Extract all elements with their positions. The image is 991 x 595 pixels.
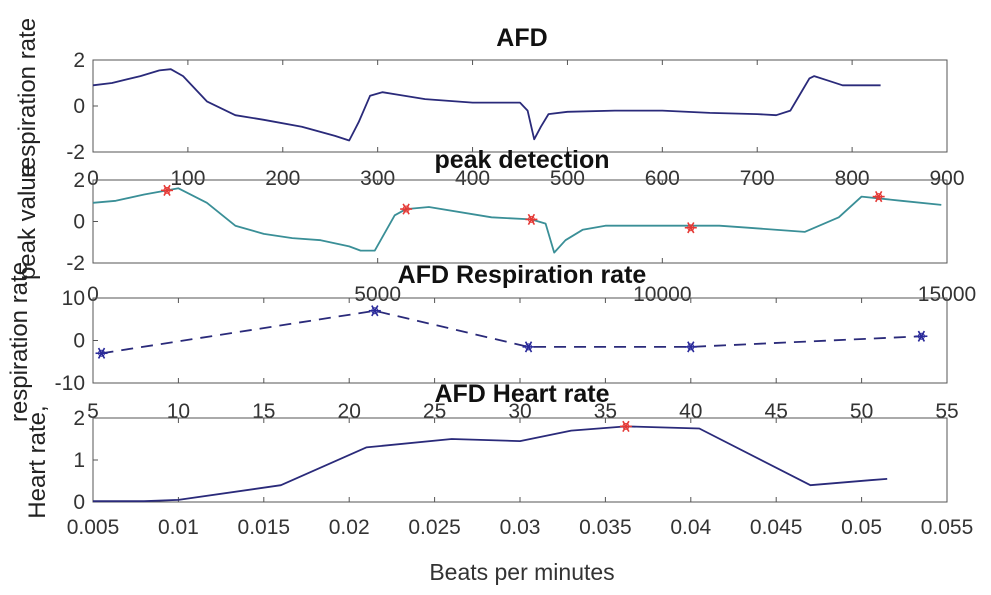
peak-detection-y-tick-label: 0 — [73, 211, 85, 234]
peak-detection-panel: peak detection peak value 0 5000 10000 1500… — [14, 146, 976, 306]
peak-detection-peak-marker — [872, 191, 885, 203]
afd-respiration-rate-x-tick-label: 40 — [679, 400, 702, 423]
afd-respiration-rate-data-point — [95, 347, 108, 359]
afd-heart-rate-y-tick-label: 1 — [73, 449, 85, 472]
afd-x-tick-label: 700 — [740, 167, 775, 190]
peak-detection-title: peak detection — [434, 146, 609, 174]
afd-heart-rate-y-axis-label: Heart rate, — [24, 405, 51, 518]
afd-heart-rate-x-tick-label: 0.045 — [750, 516, 803, 539]
afd-heart-rate-x-tick-label: 0.005 — [67, 516, 120, 539]
afd-x-tick-label: 900 — [929, 167, 964, 190]
afd-panel: AFD respiration rate 0 100 200 300 400 500 600… — [14, 18, 965, 190]
afd-respiration-rate-x-tick-label: 10 — [167, 400, 190, 423]
afd-respiration-rate-x-tick-label: 50 — [850, 400, 873, 423]
afd-y-tick-label: -2 — [66, 141, 85, 164]
afd-heart-rate-title: AFD Heart rate — [434, 380, 609, 408]
afd-respiration-rate-panel: AFD Respiration rate respiration rate 5 1… — [6, 261, 959, 423]
afd-respiration-rate-x-tick-label: 20 — [338, 400, 361, 423]
afd-x-tick-label: 500 — [550, 167, 585, 190]
afd-respiration-rate-x-tick-label: 15 — [252, 400, 275, 423]
afd-heart-rate-panel: AFD Heart rate Heart rate, Beats per min… — [24, 380, 973, 585]
afd-respiration-rate-y-tick-label: -10 — [55, 372, 85, 395]
afd-heart-rate-x-tick-label: 0.055 — [921, 516, 974, 539]
afd-heart-rate-peak-marker — [619, 420, 632, 432]
afd-respiration-rate-data-point — [522, 341, 535, 353]
afd-heart-rate-x-tick-label: 0.04 — [670, 516, 711, 539]
afd-title: AFD — [496, 24, 547, 52]
peak-detection-x-tick-label: 10000 — [633, 283, 691, 306]
afd-respiration-rate-x-tick-label: 45 — [765, 400, 788, 423]
afd-respiration-rate-y-axis-label: respiration rate — [6, 262, 33, 422]
peak-detection-series-line — [92, 187, 942, 254]
afd-respiration-rate-series-line — [101, 309, 922, 355]
afd-heart-rate-x-tick-label: 0.01 — [158, 516, 199, 539]
peak-detection-x-tick-label: 5000 — [354, 283, 401, 306]
afd-heart-rate-x-tick-label: 0.05 — [841, 516, 882, 539]
afd-x-tick-label: 400 — [455, 167, 490, 190]
afd-x-tick-label: 800 — [835, 167, 870, 190]
afd-y-tick-label: 0 — [73, 95, 85, 118]
afd-respiration-rate-x-tick-label: 55 — [935, 400, 958, 423]
afd-heart-rate-x-tick-label: 0.025 — [408, 516, 461, 539]
afd-respiration-rate-data-point — [368, 305, 381, 317]
afd-respiration-rate-title: AFD Respiration rate — [398, 261, 647, 289]
afd-x-tick-label: 0 — [87, 167, 99, 190]
afd-respiration-rate-data-point — [915, 330, 928, 342]
peak-detection-peak-marker — [684, 222, 697, 234]
afd-respiration-rate-y-tick-label: 10 — [62, 287, 85, 310]
afd-respiration-rate-y-tick-label: 0 — [73, 330, 85, 353]
afd-heart-rate-x-tick-label: 0.035 — [579, 516, 632, 539]
peak-detection-peak-marker — [400, 203, 413, 215]
afd-heart-rate-series-line — [93, 425, 888, 503]
afd-heart-rate-x-tick-label: 0.03 — [500, 516, 541, 539]
afd-respiration-rate-x-tick-label: 35 — [594, 400, 617, 423]
peak-detection-y-axis-label: peak value — [14, 164, 41, 280]
afd-series-line — [92, 68, 881, 142]
afd-heart-rate-y-tick-label: 2 — [73, 407, 85, 430]
peak-detection-peak-marker — [161, 184, 174, 196]
afd-x-tick-label: 100 — [170, 167, 205, 190]
peak-detection-y-tick-label: 2 — [73, 169, 85, 192]
peak-detection-x-tick-label: 15000 — [918, 283, 976, 306]
afd-heart-rate-x-axis-label: Beats per minutes — [429, 559, 614, 585]
afd-y-axis-label: respiration rate — [14, 18, 41, 178]
peak-detection-y-tick-label: -2 — [66, 252, 85, 275]
afd-respiration-rate-data-point — [684, 341, 697, 353]
afd-respiration-rate-x-tick-label: 30 — [508, 400, 531, 423]
afd-respiration-rate-x-tick-label: 5 — [87, 400, 99, 423]
peak-detection-x-tick-label: 0 — [87, 283, 99, 306]
afd-x-tick-label: 200 — [265, 167, 300, 190]
peak-detection-peak-marker — [525, 213, 538, 226]
afd-y-tick-label: 2 — [73, 49, 85, 72]
afd-heart-rate-y-tick-label: 0 — [73, 491, 85, 514]
afd-heart-rate-x-tick-label: 0.02 — [329, 516, 370, 539]
afd-heart-rate-x-tick-label: 0.015 — [238, 516, 291, 539]
afd-x-tick-label: 300 — [360, 167, 395, 190]
afd-respiration-rate-x-tick-label: 25 — [423, 400, 446, 423]
afd-x-tick-label: 600 — [645, 167, 680, 190]
